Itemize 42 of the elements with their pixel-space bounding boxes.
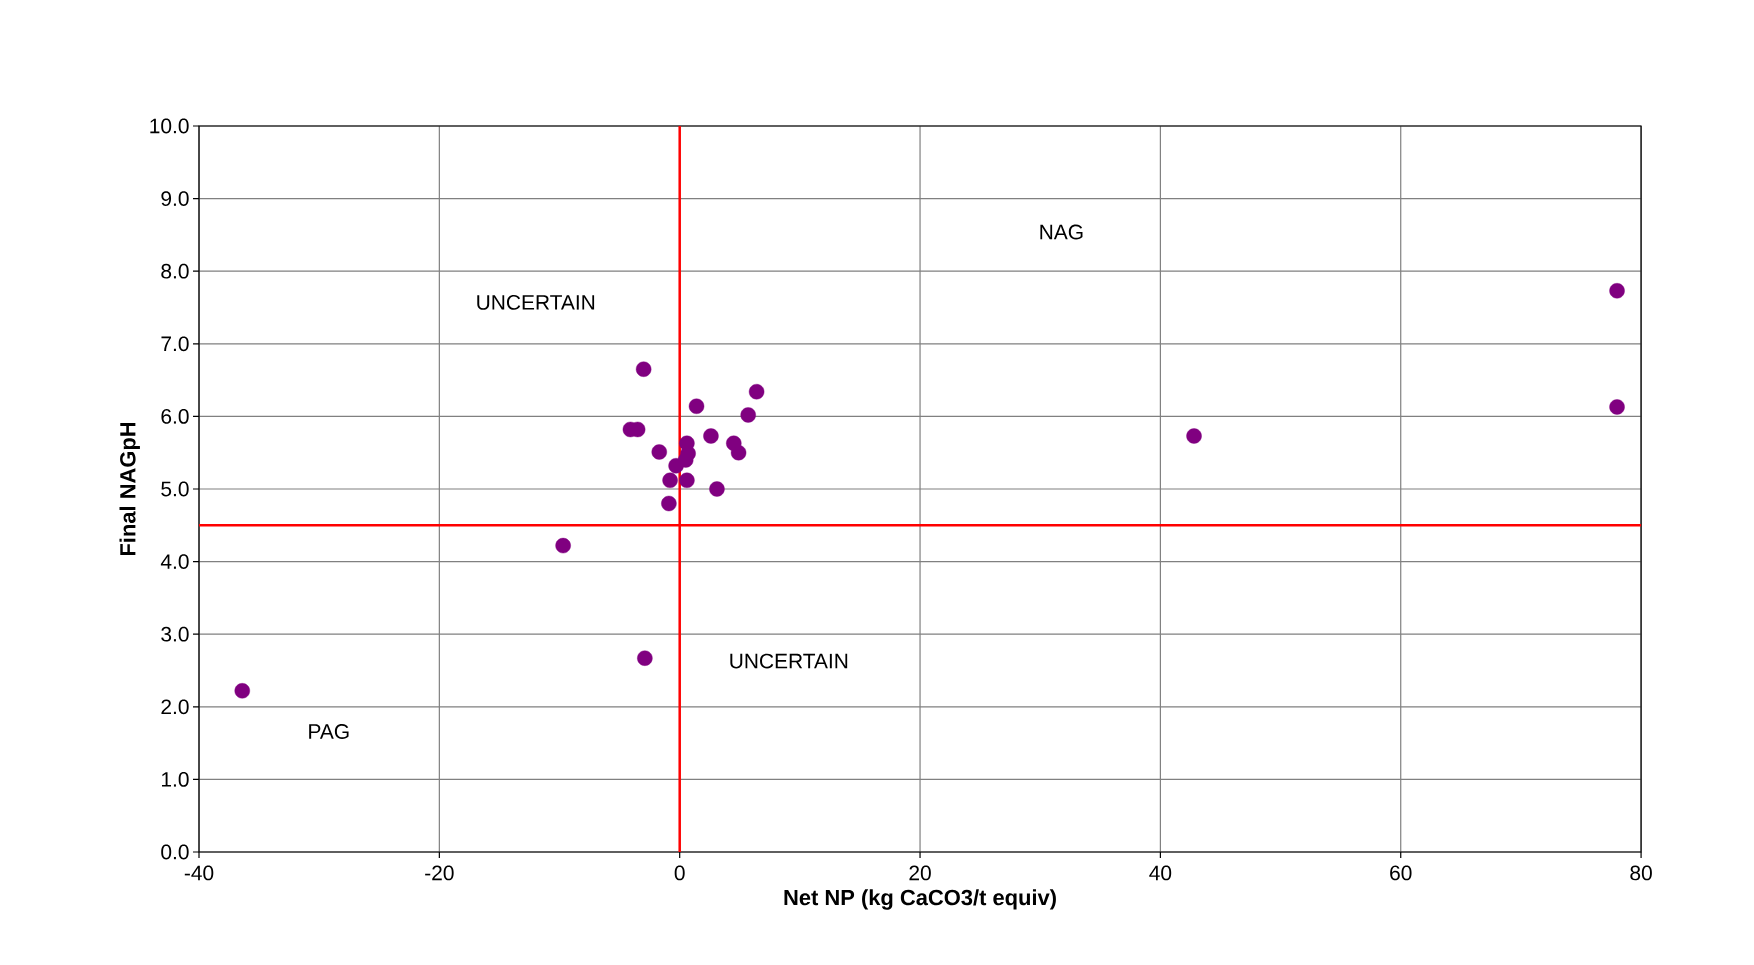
- x-tick-label: 80: [1630, 865, 1652, 881]
- point: [555, 537, 571, 554]
- point: [730, 444, 747, 461]
- point: [1609, 399, 1625, 415]
- point: [662, 472, 678, 488]
- x-tick-label: 20: [909, 865, 931, 881]
- point: [1609, 283, 1625, 299]
- y-axis-title: Final NAGpH: [119, 422, 140, 556]
- point: [740, 407, 756, 423]
- y-tick-label: 9.0: [161, 191, 189, 206]
- y-tick-label: 0.0: [161, 844, 189, 860]
- x-tick-label: 40: [1149, 865, 1172, 881]
- point: [679, 472, 695, 488]
- x-axis-title: Net NP (kg CaCO3/t equiv): [784, 889, 1056, 910]
- point: [748, 384, 765, 400]
- x-tick-label: -40: [184, 865, 214, 881]
- point: [635, 361, 652, 377]
- point: [234, 683, 250, 699]
- point: [637, 650, 653, 666]
- point: [1186, 428, 1202, 444]
- y-tick-label: 7.0: [161, 336, 189, 352]
- y-tick-label: 5.0: [161, 481, 189, 497]
- y-tick-label: 10.0: [150, 118, 189, 134]
- point: [688, 398, 705, 414]
- annotation: NAG: [1040, 224, 1083, 240]
- x-tick-label: -20: [425, 865, 454, 881]
- annotation: UNCERTAIN: [730, 653, 848, 669]
- y-tick-label: 1.0: [161, 771, 189, 787]
- point: [651, 444, 667, 460]
- y-tick-label: 6.0: [161, 408, 189, 424]
- y-tick-label: 2.0: [161, 699, 189, 715]
- y-tick-label: 4.0: [160, 554, 189, 569]
- point: [668, 458, 684, 474]
- annotation: UNCERTAIN: [477, 294, 595, 310]
- x-tick-label: 60: [1390, 865, 1412, 881]
- point: [703, 428, 719, 444]
- x-tick-label: 0: [674, 865, 685, 881]
- point: [709, 481, 725, 497]
- point: [661, 495, 677, 512]
- y-tick-label: 3.0: [161, 626, 189, 642]
- annotation: PAG: [309, 724, 349, 739]
- y-tick-label: 8.0: [161, 263, 189, 279]
